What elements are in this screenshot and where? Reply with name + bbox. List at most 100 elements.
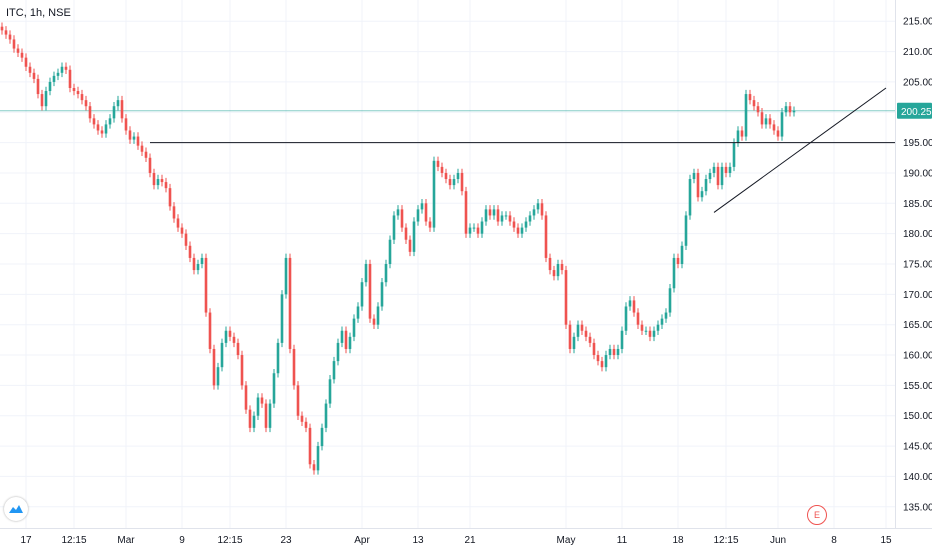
candle-body: [608, 348, 612, 356]
candle-body: [184, 233, 188, 246]
candle-body: [508, 215, 512, 222]
candle-body: [204, 257, 208, 313]
candle-body: [252, 415, 256, 428]
candle-body: [628, 300, 632, 307]
candle-body: [624, 306, 628, 331]
candle-body: [752, 100, 756, 107]
time-axis-label: 11: [617, 535, 628, 546]
candle-body: [176, 218, 180, 228]
candle-body: [740, 130, 744, 137]
candle-body: [168, 188, 172, 207]
candle-body: [208, 312, 212, 349]
candle-body: [0, 26, 4, 31]
candle-body: [664, 312, 668, 319]
candle-body: [276, 342, 280, 374]
time-axis-label: 21: [464, 535, 476, 546]
price-axis-label: 180.00: [903, 229, 932, 240]
candle-body: [452, 179, 456, 186]
candle-body: [488, 209, 492, 216]
candle-body: [640, 324, 644, 331]
candle-body: [268, 403, 272, 428]
candle-body: [240, 355, 244, 386]
candle-body: [88, 106, 92, 119]
candle-body: [64, 66, 68, 70]
symbol-title: ITC, 1h, NSE: [6, 7, 71, 19]
candle-body: [348, 336, 352, 349]
candle-body: [12, 39, 16, 49]
tradingview-logo-icon[interactable]: [4, 497, 28, 521]
candle-body: [376, 306, 380, 325]
candle-body: [576, 324, 580, 337]
candle-body: [100, 130, 104, 134]
candle-body: [644, 330, 648, 332]
time-axis-label: 12:15: [61, 535, 86, 546]
candle-body: [232, 336, 236, 343]
candle-body: [152, 172, 156, 186]
price-axis-label: 195.00: [903, 138, 932, 149]
price-axis-label: 165.00: [903, 320, 932, 331]
price-axis-label: 155.00: [903, 381, 932, 392]
candle-body: [236, 342, 240, 356]
candle-body: [228, 330, 232, 337]
candle-body: [48, 81, 52, 92]
candle-body: [580, 324, 584, 331]
candle-body: [60, 66, 64, 73]
trend-line[interactable]: [713, 87, 887, 213]
price-axis-label: 190.00: [903, 168, 932, 179]
candle-body: [416, 209, 420, 222]
candle-body: [496, 209, 500, 222]
price-axis-label: 135.00: [903, 502, 932, 513]
candle-body: [492, 209, 496, 216]
candle-body: [132, 136, 136, 140]
candle-body: [724, 166, 728, 173]
time-axis-label: Jun: [770, 535, 786, 546]
candle-body: [396, 209, 400, 216]
candle-body: [784, 106, 788, 113]
candle-body: [584, 330, 588, 337]
candle-body: [164, 182, 168, 189]
candle-body: [616, 348, 620, 356]
candle-body: [596, 355, 600, 362]
candle-body: [692, 172, 696, 180]
candle-body: [592, 342, 596, 356]
candle-body: [588, 336, 592, 343]
candle-body: [424, 203, 428, 222]
time-axis-label: 17: [20, 535, 32, 546]
candle-body: [140, 145, 144, 152]
candle-body: [120, 100, 124, 119]
candle-body: [352, 318, 356, 337]
candle-body: [464, 191, 468, 234]
candle-body: [540, 203, 544, 216]
candle-body: [244, 385, 248, 410]
candle-body: [744, 94, 748, 137]
earnings-badge-icon[interactable]: E: [807, 505, 827, 525]
candle-body: [160, 179, 164, 183]
candle-body: [16, 48, 20, 53]
candle-body: [468, 227, 472, 234]
candle-body: [404, 227, 408, 240]
candle-body: [668, 288, 672, 313]
price-axis-label: 150.00: [903, 411, 932, 422]
candle-body: [80, 94, 84, 101]
candle-body: [680, 245, 684, 264]
candle-body: [368, 264, 372, 319]
candle-body: [384, 264, 388, 283]
candle-body: [612, 348, 616, 356]
candle-body: [380, 282, 384, 307]
candle-body: [504, 215, 508, 217]
candle-body: [412, 221, 416, 252]
candle-body: [548, 257, 552, 271]
price-axis-label: 170.00: [903, 290, 932, 301]
candle-body: [20, 52, 24, 58]
time-axis-label: 9: [179, 535, 185, 546]
candle-body: [484, 209, 488, 222]
candle-body: [364, 264, 368, 283]
candle-body: [568, 324, 572, 349]
candle-body: [304, 421, 308, 428]
candle-body: [392, 215, 396, 240]
price-axis-label: 215.00: [903, 17, 932, 28]
candle-body: [308, 427, 312, 465]
candle-body: [536, 203, 540, 210]
